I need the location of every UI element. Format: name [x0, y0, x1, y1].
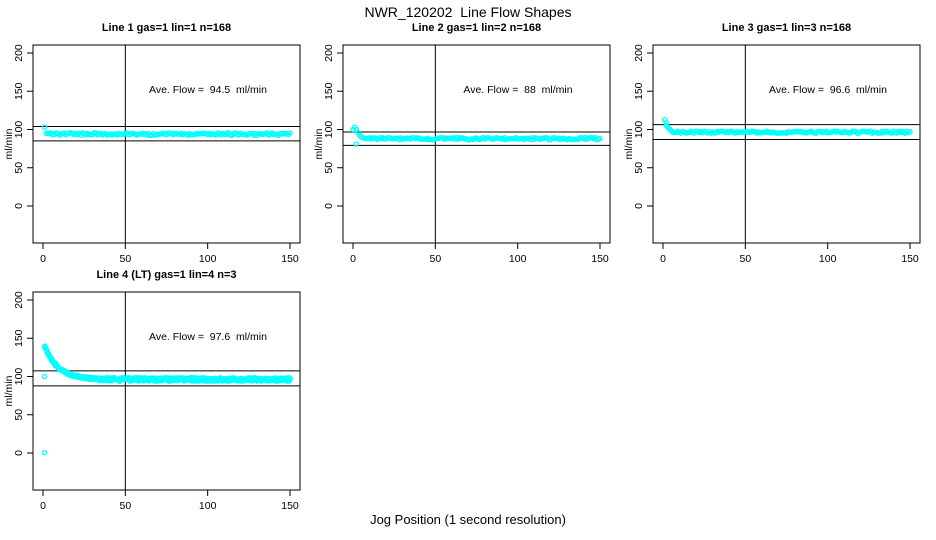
y-tick-label: 50: [13, 162, 25, 174]
y-tick-label: 100: [323, 121, 335, 139]
panel-3-title: Line 3 gas=1 lin=3 n=168: [721, 22, 852, 34]
y-tick-label: 100: [13, 368, 25, 386]
data-point: [353, 141, 360, 147]
y-tick-label: 0: [13, 450, 25, 456]
x-tick-label: 100: [199, 500, 217, 512]
y-tick-label: 100: [633, 121, 645, 139]
panel-2-y-axis-label: ml/min: [313, 128, 325, 160]
x-tick-label: 100: [199, 253, 217, 265]
x-axis-label: Jog Position (1 second resolution): [370, 512, 566, 527]
panel-1-ave-flow-annotation: Ave. Flow = 94.5 ml/min: [149, 84, 267, 96]
x-tick-label: 50: [119, 500, 131, 512]
panel-3: 0 50 100 150 0 50 100 150 200: [633, 44, 921, 265]
y-tick-label: 0: [13, 203, 25, 209]
x-tick-label: 150: [281, 253, 299, 265]
data-point: [907, 129, 913, 135]
y-tick-label: 50: [13, 409, 25, 421]
data-points: [41, 343, 293, 456]
panel-2-title: Line 2 gas=1 lin=2 n=168: [411, 22, 542, 34]
panel-1: 0 50 100 150 0 50 100 150 200: [13, 44, 301, 265]
data-point: [41, 373, 48, 380]
y-tick-label: 150: [13, 329, 25, 347]
panel-3-y-axis-label: ml/min: [623, 128, 635, 160]
panel-2-ave-flow-annotation: Ave. Flow = 88 ml/min: [463, 84, 573, 96]
x-tick-label: 100: [819, 253, 837, 265]
plot-box: [32, 291, 301, 491]
y-tick-label: 0: [323, 203, 335, 209]
x-tick-label: 0: [350, 253, 356, 265]
y-tick-label: 200: [323, 44, 335, 62]
data-point: [287, 130, 293, 136]
y-tick-label: 50: [323, 162, 335, 174]
panel-3-ave-flow-annotation: Ave. Flow = 96.6 ml/min: [769, 84, 887, 96]
x-tick-label: 0: [40, 500, 46, 512]
x-tick-label: 0: [660, 253, 666, 265]
y-tick-label: 50: [633, 162, 645, 174]
panel-4-y-axis-label: ml/min: [3, 375, 15, 407]
data-points: [350, 124, 603, 147]
data-point: [41, 124, 48, 130]
y-tick-label: 200: [633, 44, 645, 62]
panel-1-title: Line 1 gas=1 lin=1 n=168: [101, 22, 232, 34]
panel-4: 0 50 100 150 0 50 100 150 200: [13, 291, 301, 512]
panel-4-title: Line 4 (LT) gas=1 lin=4 n=3: [96, 269, 237, 281]
x-tick-label: 150: [901, 253, 919, 265]
x-tick-label: 150: [591, 253, 609, 265]
main-title: NWR_120202 Line Flow Shapes: [364, 4, 572, 20]
data-point: [597, 135, 603, 142]
y-tick-label: 0: [633, 203, 645, 209]
y-tick-label: 150: [13, 82, 25, 100]
x-tick-label: 50: [119, 253, 131, 265]
data-point: [287, 376, 293, 383]
x-tick-label: 100: [509, 253, 527, 265]
data-points: [661, 116, 913, 136]
data-point: [41, 449, 48, 456]
panel-2: 0 50 100 150 0 50 100 150 200: [323, 44, 611, 265]
x-tick-label: 50: [429, 253, 441, 265]
data-point: [663, 119, 670, 126]
y-tick-label: 100: [13, 121, 25, 139]
data-points: [41, 124, 293, 139]
plot-box: [652, 44, 921, 244]
y-tick-label: 150: [633, 82, 645, 100]
plot-box: [32, 44, 301, 244]
y-tick-label: 200: [13, 44, 25, 62]
y-tick-label: 150: [323, 82, 335, 100]
x-tick-label: 150: [281, 500, 299, 512]
plot-box: [342, 44, 611, 244]
x-tick-label: 50: [739, 253, 751, 265]
panel-4-ave-flow-annotation: Ave. Flow = 97.6 ml/min: [149, 331, 267, 343]
panel-1-y-axis-label: ml/min: [3, 128, 15, 160]
x-tick-label: 0: [40, 253, 46, 265]
y-tick-label: 200: [13, 291, 25, 309]
